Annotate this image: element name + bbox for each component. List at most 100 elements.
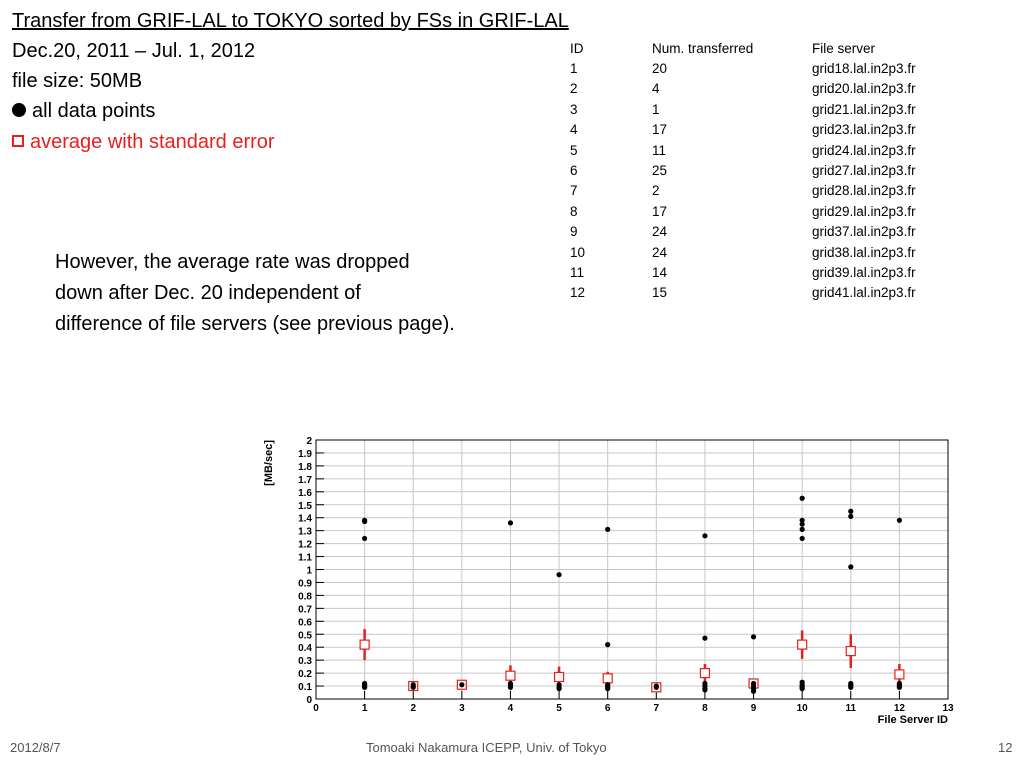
data-point — [459, 682, 465, 688]
x-tick-label: 9 — [751, 703, 757, 714]
table-header: File server — [812, 40, 876, 56]
data-point — [848, 513, 854, 520]
x-tick-label: 2 — [410, 703, 416, 714]
y-axis-label: [MB/sec] — [263, 440, 275, 486]
y-tick-label: 1.5 — [298, 501, 312, 512]
data-point — [702, 687, 708, 693]
note-text: However, the average rate was dropped do… — [55, 247, 535, 340]
data-point — [799, 517, 805, 523]
average-marker — [845, 645, 856, 657]
x-tick-label: 12 — [894, 703, 906, 714]
y-tick-label: 1.2 — [298, 540, 312, 551]
table-cell: grid24.lal.in2p3.fr — [812, 142, 916, 158]
open-square-icon — [12, 134, 24, 147]
date-range: Dec.20, 2011 – Jul. 1, 2012 — [12, 40, 256, 62]
note-line: down after Dec. 20 independent of — [55, 282, 361, 304]
file-size: file size: 50MB — [12, 70, 143, 92]
x-tick-label: 6 — [605, 703, 611, 714]
table-header: ID — [570, 40, 584, 56]
file-server-table: ID Num. transferred File server 1 20 grid1… — [570, 38, 952, 303]
table-row: 9 24 grid37.lal.in2p3.fr — [570, 222, 952, 242]
y-tick-label: 0.7 — [298, 604, 312, 615]
legend-all-label: all data points — [32, 100, 156, 122]
data-point — [896, 517, 902, 523]
table-row: 2 4 grid20.lal.in2p3.fr — [570, 79, 952, 99]
data-point — [605, 686, 611, 692]
x-tick-label: 0 — [313, 703, 319, 714]
table-cell: 12 — [570, 285, 586, 301]
table-cell: 6 — [570, 163, 578, 179]
table-cell: 11 — [570, 264, 585, 280]
table-cell: grid41.lal.in2p3.fr — [812, 285, 916, 301]
table-cell: 17 — [652, 122, 668, 138]
table-cell: 7 — [570, 183, 578, 199]
table-cell: grid29.lal.in2p3.fr — [812, 203, 916, 219]
table-cell: 4 — [652, 81, 660, 97]
data-point — [702, 533, 708, 539]
y-tick-label: 1.8 — [298, 462, 312, 473]
data-point — [362, 535, 368, 542]
table-cell: 2 — [570, 81, 578, 97]
y-tick-label: 1 — [306, 566, 312, 577]
table-cell: 25 — [652, 163, 668, 179]
average-marker — [553, 671, 565, 683]
average-marker — [797, 639, 808, 650]
data-point — [848, 684, 854, 690]
y-tick-label: 0.4 — [298, 643, 312, 654]
table-cell: 20 — [652, 61, 668, 77]
table-row: 3 1 grid21.lal.in2p3.fr — [570, 99, 952, 119]
x-tick-label: 10 — [797, 703, 809, 714]
y-tick-label: 1.4 — [298, 514, 312, 525]
y-tick-label: 0.3 — [298, 656, 312, 667]
data-point — [750, 688, 757, 694]
x-tick-label: 5 — [556, 703, 562, 714]
legend-all-points: all data points — [12, 100, 155, 123]
x-tick-label: 13 — [942, 703, 954, 714]
footer-author: Tomoaki Nakamura ICEPP, Univ. of Tokyo — [366, 740, 607, 755]
table-row: 12 15 grid41.lal.in2p3.fr — [570, 283, 952, 303]
table-row: 4 17 grid23.lal.in2p3.fr — [570, 120, 952, 140]
y-tick-label: 1.7 — [298, 475, 312, 486]
y-tick-label: 0 — [306, 695, 312, 706]
data-point — [799, 521, 805, 527]
data-point — [556, 572, 562, 578]
table-cell: 3 — [570, 101, 578, 117]
y-tick-label: 0.1 — [298, 682, 312, 693]
data-point — [848, 508, 854, 514]
table-row: 10 24 grid38.lal.in2p3.fr — [570, 242, 952, 262]
note-line: However, the average rate was dropped — [55, 251, 410, 273]
data-point — [410, 684, 416, 690]
average-marker — [505, 670, 516, 681]
x-tick-label: 7 — [654, 703, 660, 714]
legend-average: average with standard error — [12, 131, 275, 154]
data-point — [507, 520, 514, 526]
table-cell: 17 — [652, 203, 668, 219]
data-point — [362, 518, 368, 525]
table-header: Num. transferred — [652, 40, 754, 56]
table-cell: 4 — [570, 122, 578, 138]
table-cell: grid21.lal.in2p3.fr — [812, 101, 916, 117]
table-cell: 5 — [570, 142, 578, 158]
table-cell: grid23.lal.in2p3.fr — [812, 122, 916, 138]
y-tick-label: 0.2 — [298, 669, 312, 680]
table-header-row: ID Num. transferred File server — [570, 38, 952, 58]
y-tick-label: 1.1 — [298, 553, 312, 564]
table-cell: 10 — [570, 244, 586, 260]
table-row: 11 14 grid39.lal.in2p3.fr — [570, 262, 952, 282]
data-point — [556, 686, 562, 692]
average-marker — [602, 673, 613, 684]
slide-title: Transfer from GRIF-LAL to TOKYO sorted b… — [12, 10, 569, 32]
note-line: difference of file servers (see previous… — [55, 313, 455, 335]
table-row: 1 20 grid18.lal.in2p3.fr — [570, 58, 952, 78]
table-cell: 1 — [652, 101, 660, 117]
average-marker — [699, 667, 711, 679]
x-tick-label: 1 — [362, 703, 368, 714]
data-point — [507, 684, 514, 690]
table-cell: grid38.lal.in2p3.fr — [812, 244, 916, 260]
table-cell: grid18.lal.in2p3.fr — [812, 61, 916, 77]
table-cell: 1 — [570, 61, 578, 77]
table-cell: 8 — [570, 203, 578, 219]
filled-circle-icon — [12, 103, 26, 118]
table-row: 7 2 grid28.lal.in2p3.fr — [570, 181, 952, 201]
table-cell: 15 — [652, 285, 668, 301]
